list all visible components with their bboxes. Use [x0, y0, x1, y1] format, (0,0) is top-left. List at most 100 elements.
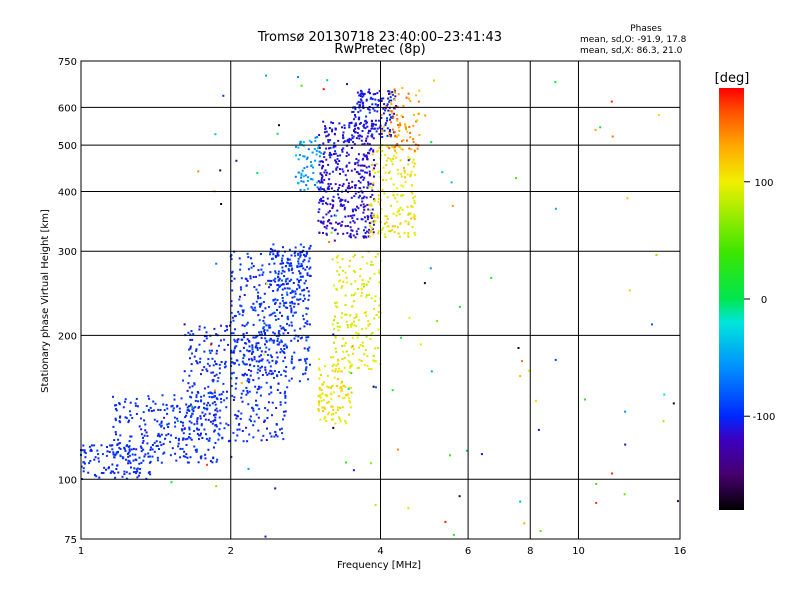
data-point [252, 336, 255, 339]
data-point [406, 139, 408, 142]
data-point [218, 416, 221, 419]
data-point [307, 349, 310, 352]
data-point [388, 135, 391, 138]
data-point [365, 115, 368, 118]
data-point [261, 310, 264, 312]
data-point [113, 472, 116, 475]
data-point [112, 395, 114, 398]
data-point [398, 129, 401, 132]
data-point [298, 279, 300, 282]
data-point [404, 123, 407, 126]
data-point [336, 166, 339, 169]
data-point [352, 141, 355, 143]
data-point [327, 413, 329, 416]
data-point [263, 322, 266, 325]
data-point [413, 199, 416, 202]
data-point [341, 312, 344, 315]
data-point [275, 318, 278, 321]
data-point [241, 324, 244, 327]
data-point [198, 325, 201, 328]
data-point [189, 347, 192, 350]
data-point [300, 172, 303, 175]
data-point [288, 269, 290, 272]
data-point [260, 268, 263, 271]
data-point [354, 108, 357, 111]
data-point [209, 352, 212, 355]
data-point [354, 208, 357, 211]
data-point [256, 172, 259, 174]
data-point [220, 397, 222, 400]
data-point [147, 452, 150, 455]
data-point [100, 444, 103, 447]
data-point [360, 169, 363, 172]
data-point [208, 349, 211, 352]
data-point [115, 452, 118, 455]
data-point [354, 114, 356, 116]
data-point [214, 133, 217, 136]
data-point [366, 171, 368, 174]
data-point [300, 265, 303, 268]
data-point [357, 135, 360, 138]
data-point [207, 358, 210, 361]
data-point [311, 151, 314, 154]
data-point [404, 125, 407, 128]
data-point [302, 141, 305, 144]
data-point [348, 141, 351, 144]
data-point [128, 454, 131, 457]
data-point [333, 214, 336, 217]
data-point [383, 125, 385, 128]
data-point [335, 221, 338, 224]
data-point [355, 313, 358, 316]
phases-o-stats: mean, sd,O: -91.9, 17.8 [580, 35, 687, 45]
data-point [203, 326, 206, 329]
data-point [388, 101, 391, 103]
data-point [348, 371, 351, 373]
data-point [339, 387, 342, 390]
data-point [352, 352, 354, 355]
data-point [348, 265, 351, 268]
data-point [359, 181, 362, 184]
y-tick-label: 100 [58, 475, 77, 486]
data-point [293, 295, 296, 298]
data-point [373, 317, 376, 320]
data-point [231, 394, 234, 397]
data-point [350, 391, 353, 394]
data-point [97, 457, 100, 460]
data-point [260, 333, 263, 336]
data-point [272, 243, 275, 246]
data-point [374, 171, 376, 174]
data-point [298, 285, 301, 288]
data-point [276, 284, 279, 286]
data-point [230, 361, 233, 364]
data-point [190, 369, 193, 372]
data-point [140, 447, 143, 450]
data-point [233, 347, 236, 350]
data-point [277, 343, 280, 346]
data-point [297, 283, 300, 286]
data-point [211, 357, 214, 360]
data-point [416, 119, 419, 122]
data-point [291, 271, 294, 274]
data-point [397, 172, 400, 175]
data-point [322, 222, 325, 225]
data-point [156, 456, 159, 459]
data-point [250, 266, 253, 269]
data-point [376, 104, 379, 107]
data-point [112, 451, 115, 454]
data-point [286, 261, 289, 264]
data-point [400, 147, 403, 150]
data-point [247, 268, 250, 271]
data-point [328, 172, 331, 175]
data-point [246, 349, 249, 352]
data-point [181, 421, 184, 424]
data-point [362, 203, 365, 206]
data-point [274, 254, 277, 257]
data-point [188, 433, 191, 435]
data-point [272, 290, 275, 292]
data-point [354, 162, 357, 165]
data-point [337, 222, 339, 225]
data-point [296, 298, 299, 301]
data-point [365, 311, 367, 314]
data-point [245, 373, 248, 376]
data-point [387, 90, 390, 93]
